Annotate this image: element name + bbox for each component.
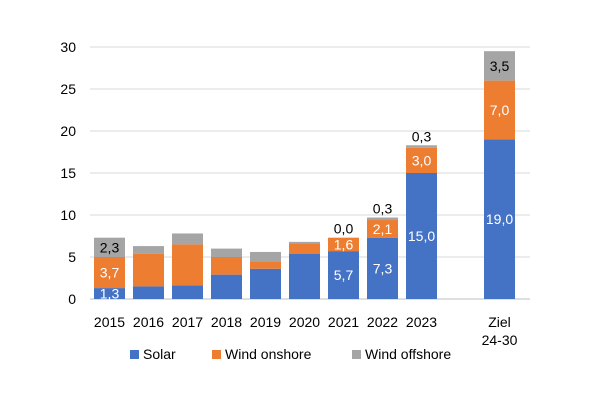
bar-solar: [406, 173, 437, 299]
x-tick-label: 2020: [289, 314, 320, 330]
legend-swatch: [352, 350, 361, 359]
bar-solar: [250, 268, 281, 299]
legend-label: Wind onshore: [225, 346, 312, 362]
bar-solar: [289, 253, 320, 299]
bar-wind-offshore: [289, 241, 320, 244]
bar-solar: [172, 285, 203, 299]
bar-solar: [367, 237, 398, 299]
legend-label: Solar: [143, 346, 176, 362]
x-tick-label: 2019: [250, 314, 281, 330]
legend-label: Wind offshore: [365, 346, 451, 362]
data-label: 3,7: [100, 265, 120, 281]
bar-wind-onshore: [94, 257, 125, 289]
legend-item: Wind onshore: [212, 346, 312, 362]
data-label: 3,5: [490, 58, 510, 74]
bars: 1,3 3,7 2,3 5,7 1,60,0 7,3 2,1 0,3 15,0 3,0 0,3 19,…: [94, 51, 515, 302]
bar-group: 5,7 1,60,0: [328, 221, 359, 299]
bar-solar: [211, 274, 242, 299]
bar-wind-onshore: [133, 253, 164, 287]
bar-wind-offshore: [484, 51, 515, 81]
bar-wind-offshore: [172, 233, 203, 245]
bar-wind-onshore: [406, 147, 437, 173]
y-tick-label: 15: [60, 165, 76, 181]
data-label: 0,3: [412, 128, 432, 144]
bar-wind-onshore: [211, 257, 242, 275]
x-tick-label: 2015: [94, 314, 125, 330]
bar-wind-onshore: [328, 237, 359, 252]
bar-group: [289, 241, 320, 299]
bar-wind-offshore: [406, 145, 437, 148]
bar-group: [133, 246, 164, 299]
bar-wind-offshore: [133, 246, 164, 254]
bar-wind-offshore: [211, 248, 242, 257]
data-label: 15,0: [408, 228, 435, 244]
bar-solar: [94, 288, 125, 299]
bar-wind-onshore: [250, 261, 281, 269]
legend-item: Wind offshore: [352, 346, 451, 362]
legend-swatch: [130, 350, 139, 359]
y-tick-label: 30: [60, 39, 76, 55]
y-axis-ticks: 0 5 10 15 20 25 30: [60, 39, 76, 307]
data-label: 1,6: [334, 236, 354, 252]
x-axis-ticks: 2015 2016 2017 2018 2019 2020 2021 2022 2023 Ziel…: [94, 314, 518, 348]
bar-group: [211, 248, 242, 299]
y-tick-label: 5: [68, 249, 76, 265]
bar-wind-onshore: [484, 80, 515, 140]
y-tick-label: 20: [60, 123, 76, 139]
bar-group: [250, 251, 281, 299]
bar-wind-onshore: [289, 243, 320, 254]
data-label: 2,3: [100, 239, 120, 255]
legend: Solar Wind onshore Wind offshore: [130, 346, 451, 362]
bar-group: 1,3 3,7 2,3: [94, 237, 125, 302]
data-label: 0,0: [334, 221, 354, 237]
data-label: 19,0: [486, 211, 513, 227]
x-tick-label: 2016: [133, 314, 164, 330]
bar-solar: [484, 139, 515, 299]
x-tick-label: 2018: [211, 314, 242, 330]
x-tick-label: 2021: [328, 314, 359, 330]
bar-group: 7,3 2,1 0,3: [367, 201, 398, 299]
data-label: 5,7: [334, 267, 354, 283]
bar-group: 15,0 3,0 0,3: [406, 128, 437, 299]
bar-wind-onshore: [367, 220, 398, 238]
x-tick-label: 2022: [367, 314, 398, 330]
data-label: 0,3: [373, 201, 393, 217]
y-tick-label: 25: [60, 81, 76, 97]
bar-wind-offshore: [367, 217, 398, 221]
bar-wind-onshore: [172, 244, 203, 286]
x-tick-label: Ziel 24-30: [482, 314, 518, 348]
data-label: 1,3: [100, 286, 120, 302]
data-label: 2,1: [373, 221, 393, 237]
bar-solar: [328, 251, 359, 299]
data-label: 3,0: [412, 152, 432, 168]
bar-wind-offshore: [94, 237, 125, 257]
legend-swatch: [212, 350, 221, 359]
data-label: 7,3: [373, 260, 393, 276]
bar-group: [172, 233, 203, 299]
y-tick-label: 0: [68, 291, 76, 307]
x-tick-label: 2017: [172, 314, 203, 330]
bar-group: 19,0 7,0 3,5: [484, 51, 515, 299]
legend-item: Solar: [130, 346, 176, 362]
x-tick-label: 2023: [406, 314, 437, 330]
bar-wind-offshore: [250, 251, 281, 262]
data-label: 7,0: [490, 102, 510, 118]
bar-solar: [133, 286, 164, 299]
y-tick-label: 10: [60, 207, 76, 223]
